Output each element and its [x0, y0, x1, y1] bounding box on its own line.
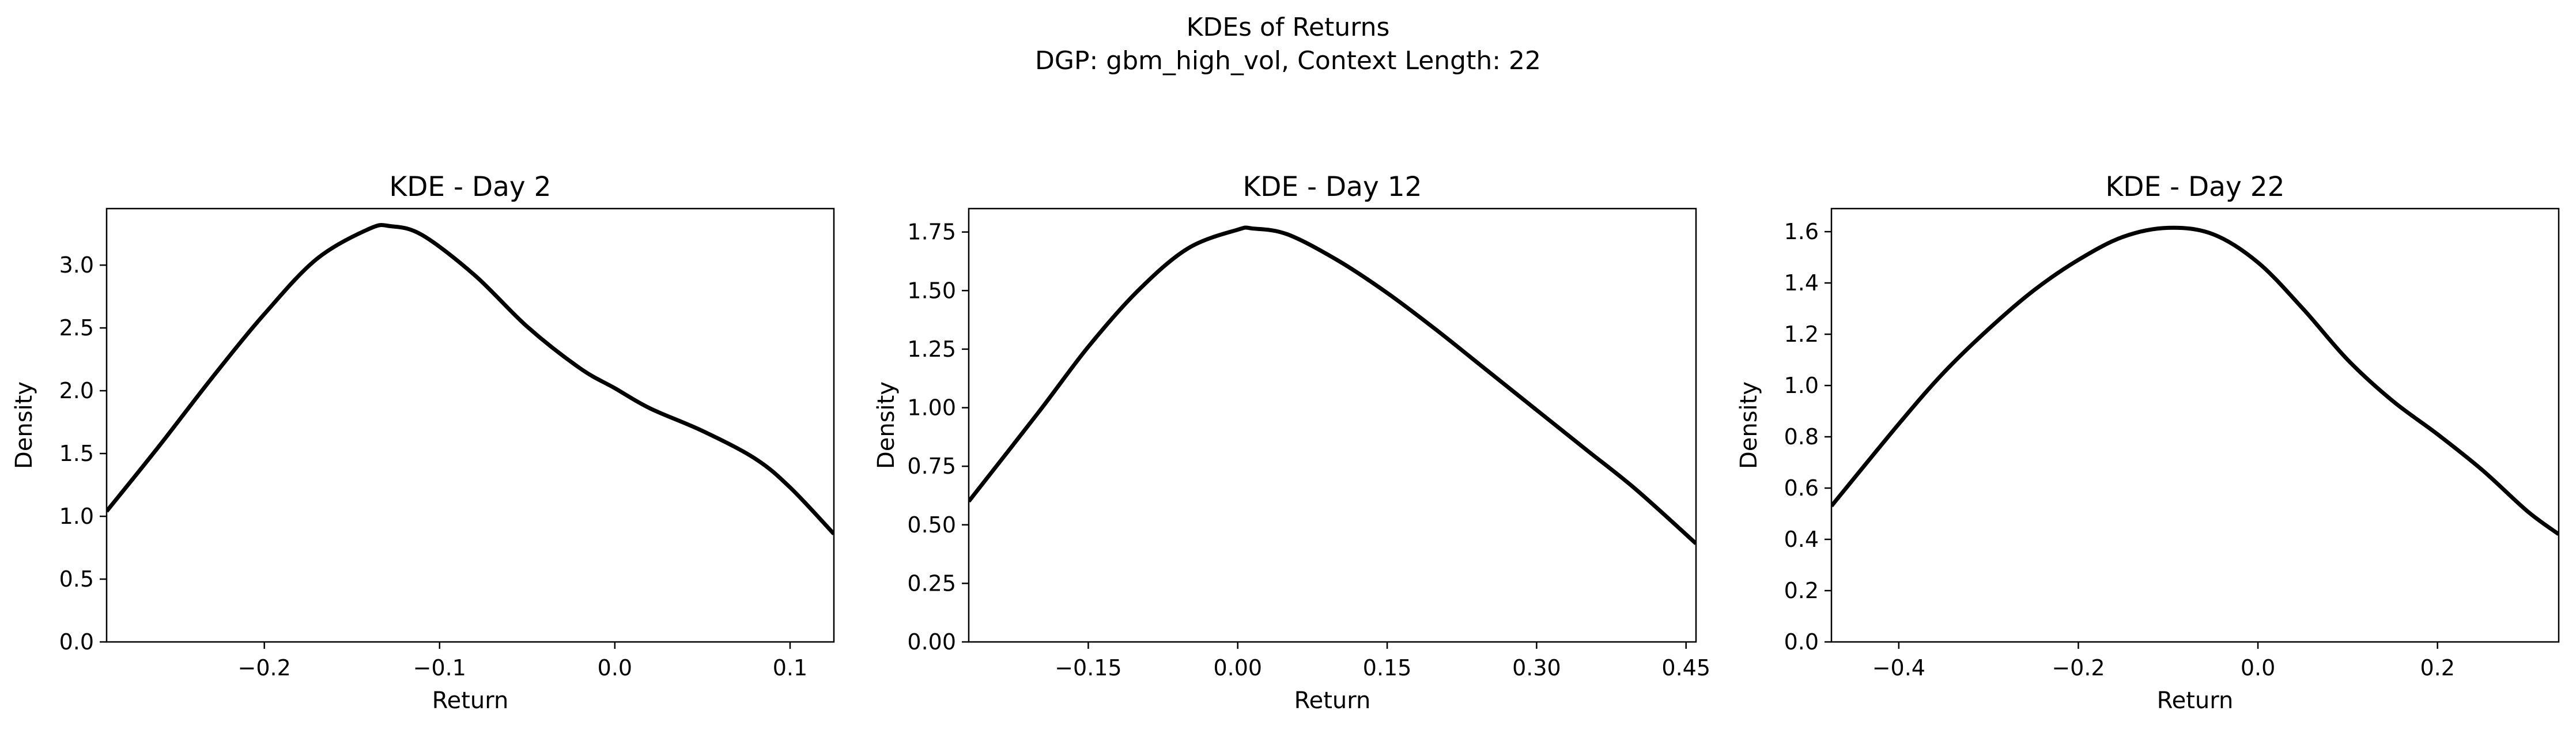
- x-tick-label: −0.15: [1055, 655, 1121, 681]
- x-tick-label: 0.45: [1661, 655, 1710, 681]
- y-tick-label: 1.50: [907, 278, 956, 303]
- figure-suptitle-line2: DGP: gbm_high_vol, Context Length: 22: [1035, 46, 1541, 75]
- y-tick-label: 1.2: [1784, 322, 1819, 347]
- y-tick-label: 1.25: [907, 337, 956, 362]
- chart-title: KDE - Day 2: [389, 171, 551, 203]
- x-axis-label: Return: [432, 687, 509, 714]
- y-tick-label: 0.2: [1784, 578, 1819, 603]
- y-tick-label: 0.00: [907, 629, 956, 655]
- figure-suptitle-line1: KDEs of Returns: [1187, 13, 1390, 42]
- y-tick-label: 0.75: [907, 453, 956, 479]
- y-tick-label: 0.4: [1784, 527, 1819, 552]
- y-tick-label: 1.4: [1784, 270, 1819, 296]
- y-tick-label: 2.5: [59, 315, 94, 341]
- y-tick-label: 1.0: [1784, 373, 1819, 398]
- x-tick-label: 0.0: [598, 655, 632, 681]
- y-tick-label: 0.5: [59, 566, 94, 592]
- x-tick-label: 0.00: [1213, 655, 1262, 681]
- y-tick-label: 1.5: [59, 441, 94, 466]
- y-tick-label: 1.00: [907, 395, 956, 421]
- y-tick-label: 3.0: [59, 252, 94, 278]
- y-tick-label: 1.0: [59, 504, 94, 529]
- chart-title: KDE - Day 12: [1242, 171, 1422, 203]
- chart-title: KDE - Day 22: [2105, 171, 2284, 203]
- y-tick-label: 0.0: [1784, 629, 1819, 655]
- y-axis-label: Density: [1736, 381, 1762, 469]
- x-tick-label: 0.1: [773, 655, 807, 681]
- y-tick-label: 0.0: [59, 629, 94, 655]
- y-tick-label: 1.75: [907, 220, 956, 245]
- x-axis-label: Return: [2157, 687, 2234, 714]
- y-tick-label: 0.6: [1784, 475, 1819, 501]
- x-tick-label: −0.1: [413, 655, 466, 681]
- x-axis-label: Return: [1294, 687, 1371, 714]
- x-tick-label: 0.15: [1363, 655, 1412, 681]
- y-tick-label: 1.6: [1784, 219, 1819, 244]
- y-tick-label: 0.25: [907, 570, 956, 596]
- x-tick-label: −0.2: [2052, 655, 2105, 681]
- y-tick-label: 2.0: [59, 378, 94, 403]
- x-tick-label: 0.0: [2241, 655, 2275, 681]
- y-tick-label: 0.8: [1784, 424, 1819, 449]
- x-tick-label: 0.30: [1512, 655, 1561, 681]
- y-axis-label: Density: [873, 381, 900, 469]
- x-tick-label: −0.2: [238, 655, 291, 681]
- y-tick-label: 0.50: [907, 512, 956, 538]
- y-axis-label: Density: [11, 381, 37, 469]
- x-tick-label: 0.2: [2420, 655, 2454, 681]
- x-tick-label: −0.4: [1872, 655, 1925, 681]
